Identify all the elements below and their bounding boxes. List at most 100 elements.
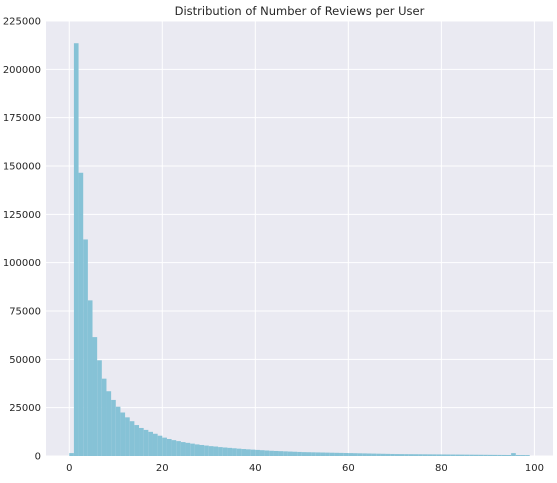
y-tick-label: 125000 <box>3 210 41 221</box>
histogram-bar <box>348 453 353 456</box>
histogram-bar <box>92 337 98 456</box>
histogram-bar <box>446 454 451 456</box>
histogram-bar <box>152 433 158 456</box>
histogram-bar <box>269 450 274 456</box>
histogram-bar <box>101 378 107 456</box>
histogram-bar <box>222 447 228 456</box>
histogram-bar <box>213 446 219 456</box>
histogram-bar <box>246 449 251 456</box>
y-tick-label: 200000 <box>3 65 41 76</box>
histogram-bar <box>157 435 163 456</box>
histogram-bar <box>506 454 512 456</box>
y-tick-label: 150000 <box>3 162 41 173</box>
histogram-bar <box>483 454 488 456</box>
histogram-bar <box>325 452 330 456</box>
histogram-bar <box>111 399 116 456</box>
x-tick-label: 100 <box>525 463 544 474</box>
histogram-bar <box>134 425 140 456</box>
histogram-bar <box>236 448 242 456</box>
histogram-bar <box>320 452 326 456</box>
histogram-bar <box>106 391 112 456</box>
histogram-bar <box>399 454 405 456</box>
histogram-bar <box>250 449 256 456</box>
histogram-bar <box>371 453 377 456</box>
y-tick-label: 25000 <box>9 403 41 414</box>
histogram-bar <box>148 431 153 456</box>
histogram-bar <box>436 454 442 456</box>
histogram-bar <box>487 454 493 456</box>
histogram-bar <box>404 454 409 456</box>
histogram-bar <box>380 453 386 456</box>
histogram-bar <box>166 438 172 456</box>
histogram-bar <box>73 43 79 456</box>
histogram-bar <box>204 445 209 456</box>
y-tick-label: 100000 <box>3 258 41 269</box>
histogram-bar <box>362 453 367 456</box>
histogram-bar <box>139 427 144 456</box>
x-tick-label: 20 <box>156 463 169 474</box>
histogram-bar <box>194 444 200 456</box>
y-tick-label: 175000 <box>3 113 41 124</box>
histogram-bar <box>394 454 400 456</box>
histogram-bar <box>520 455 526 456</box>
histogram-bar <box>357 453 363 456</box>
chart-title: Distribution of Number of Reviews per Us… <box>175 4 425 18</box>
histogram-bar <box>450 454 456 456</box>
histogram-bar <box>473 454 479 456</box>
histogram-bar <box>413 454 419 456</box>
histogram-bar <box>255 449 260 456</box>
histogram-bar <box>120 412 126 456</box>
histogram-bar <box>97 360 102 456</box>
histogram-bar <box>408 454 414 456</box>
histogram-bar <box>459 454 465 456</box>
y-tick-label: 75000 <box>9 307 41 318</box>
histogram-bar <box>227 447 233 456</box>
histogram-bar <box>432 454 437 456</box>
histogram-bar <box>78 172 84 456</box>
histogram-bar <box>278 451 284 456</box>
histogram-bar <box>306 452 312 456</box>
histogram-bar <box>525 455 530 456</box>
histogram-bar <box>441 454 447 456</box>
histogram-bar <box>208 446 214 456</box>
histogram-bar <box>115 406 121 456</box>
histogram-bar <box>232 448 237 456</box>
y-tick-label: 50000 <box>9 355 41 366</box>
histogram-bar <box>515 455 521 456</box>
histogram-bar <box>376 453 381 456</box>
histogram-bar <box>87 300 93 456</box>
y-tick-label: 0 <box>35 452 41 463</box>
histogram-bar <box>259 450 265 456</box>
x-tick-label: 60 <box>342 463 355 474</box>
histogram-bar <box>334 452 340 456</box>
histogram-bar <box>190 443 195 456</box>
x-tick-label: 40 <box>249 463 262 474</box>
histogram-bar <box>390 453 395 456</box>
histogram-bar <box>162 437 167 456</box>
histogram-bar <box>129 421 135 456</box>
histogram-bar <box>464 454 470 456</box>
histogram-bar <box>143 429 149 456</box>
histogram-bar <box>455 454 460 456</box>
histogram-bar <box>478 454 484 456</box>
histogram-bar <box>497 454 502 456</box>
histogram-bar <box>385 453 391 456</box>
histogram-bar <box>301 452 307 456</box>
histogram-bar <box>176 441 181 456</box>
histogram-bar <box>501 454 507 456</box>
histogram-bar <box>311 452 316 456</box>
histogram-bar <box>511 453 516 456</box>
histogram-bar <box>315 452 321 456</box>
histogram-bar <box>125 417 130 456</box>
histogram-bar <box>366 453 372 456</box>
histogram-bar <box>273 450 279 456</box>
histogram-bar <box>199 444 205 456</box>
histogram-bar <box>287 451 293 456</box>
histogram-bar <box>83 239 88 456</box>
histogram-bar <box>185 442 191 456</box>
histogram-bar <box>171 440 177 456</box>
histogram-bar <box>69 453 74 456</box>
x-tick-label: 80 <box>435 463 448 474</box>
